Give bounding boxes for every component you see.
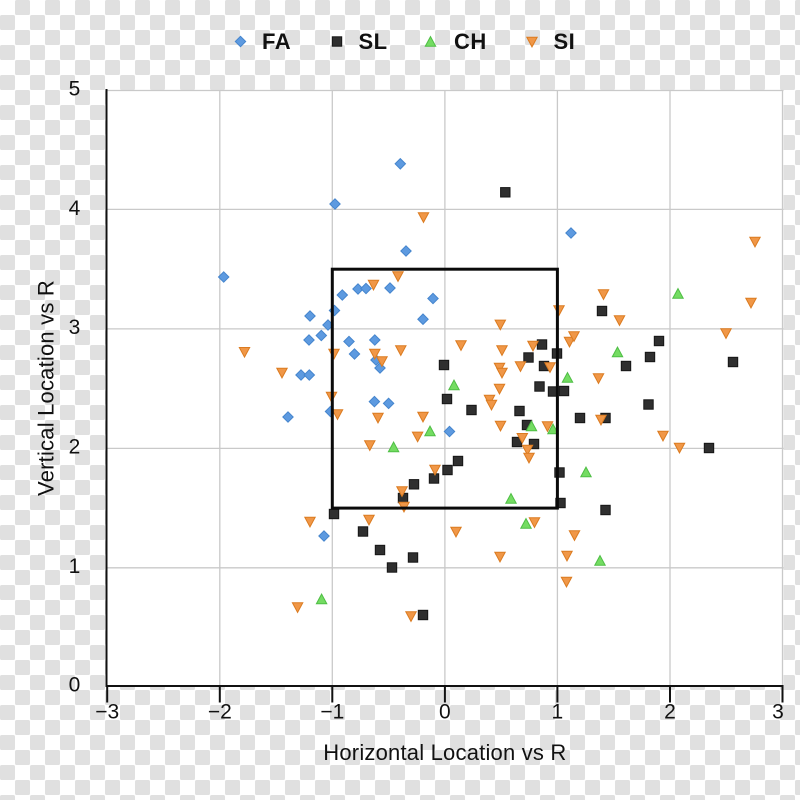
svg-text:3: 3 bbox=[69, 316, 81, 339]
svg-text:4: 4 bbox=[69, 197, 81, 220]
svg-text:Horizontal Location vs R: Horizontal Location vs R bbox=[323, 740, 566, 765]
svg-text:2: 2 bbox=[69, 436, 81, 459]
svg-text:0: 0 bbox=[439, 701, 451, 724]
svg-text:SI: SI bbox=[554, 29, 576, 54]
svg-text:CH: CH bbox=[454, 29, 487, 54]
svg-text:0: 0 bbox=[69, 673, 81, 696]
svg-text:−2: −2 bbox=[208, 701, 232, 724]
svg-text:SL: SL bbox=[359, 29, 388, 54]
svg-text:Vertical Location vs R: Vertical Location vs R bbox=[34, 280, 59, 496]
svg-text:−3: −3 bbox=[95, 701, 119, 724]
svg-text:1: 1 bbox=[552, 701, 564, 724]
svg-text:FA: FA bbox=[262, 29, 291, 54]
svg-text:1: 1 bbox=[69, 555, 81, 578]
svg-text:−1: −1 bbox=[320, 701, 344, 724]
svg-text:2: 2 bbox=[664, 701, 676, 724]
svg-text:3: 3 bbox=[772, 701, 784, 724]
svg-text:5: 5 bbox=[69, 77, 81, 100]
